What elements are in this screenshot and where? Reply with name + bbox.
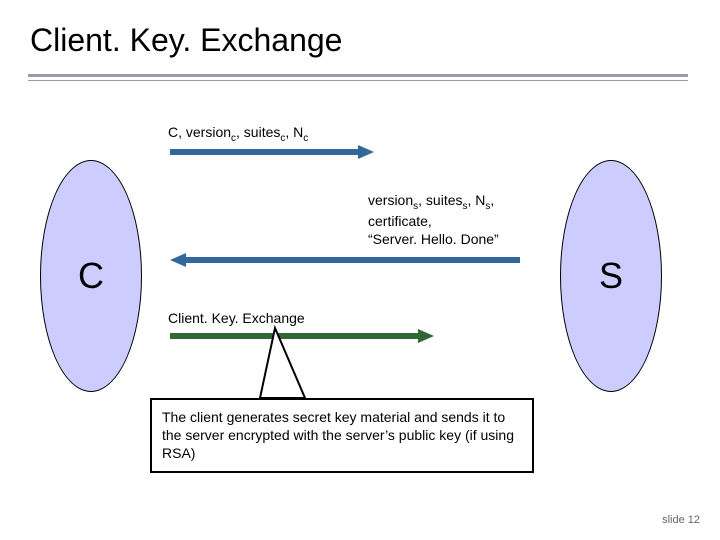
slide-number: slide 12 bbox=[662, 514, 700, 526]
explain-box: The client generates secret key material… bbox=[150, 398, 534, 473]
